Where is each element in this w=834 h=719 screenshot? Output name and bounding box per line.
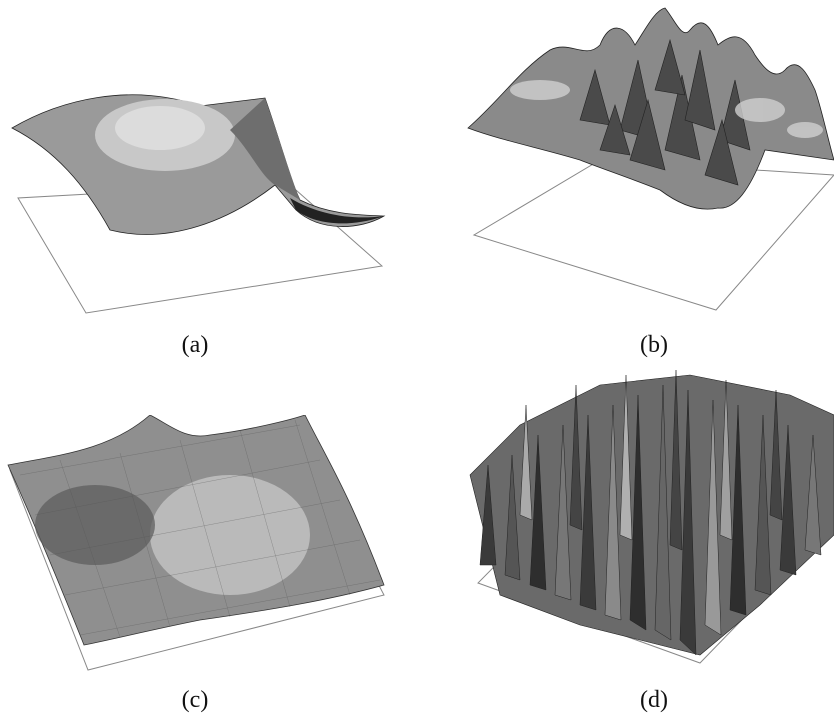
panel-d-caption: (d) [640,687,668,713]
panel-a-caption: (a) [181,332,209,358]
panel-b-base-plane [472,159,834,311]
panel-a-band-lighter [115,106,205,150]
panel-c-caption: (c) [181,687,209,713]
panel-b-surface [467,7,834,210]
panel-c-dark-region [35,485,155,565]
panel-a-plot [11,94,386,314]
panel-b-peaks [579,38,751,186]
panel-a-right-band [230,98,300,200]
panel-a [0,80,400,330]
panel-a-dark-fold [290,198,384,224]
panel-c-mesh-lines [19,419,381,638]
panel-d-plot [469,369,834,664]
panel-c-light-region [150,475,310,595]
panel-b [460,0,834,320]
panel-b-caption: (b) [640,332,668,358]
panel-b-highlights [510,80,823,138]
panel-b-plot [467,7,834,311]
panel-d [460,365,834,675]
panel-d-spikes [479,369,822,656]
panel-c [0,415,400,685]
panel-c-plot [7,415,385,671]
